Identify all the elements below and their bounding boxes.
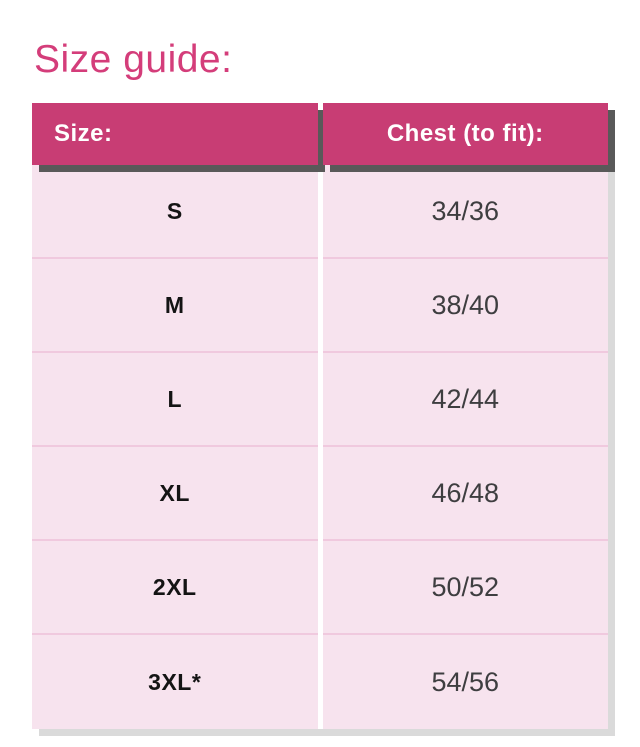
column-header-chest: Chest (to fit): [322, 103, 608, 165]
page-title: Size guide: [34, 38, 233, 82]
column-header-size: Size: [32, 103, 318, 165]
size-cell: S [32, 165, 318, 259]
size-cell: XL [32, 447, 318, 541]
chest-cell: 42/44 [322, 353, 608, 447]
size-cell: L [32, 353, 318, 447]
size-cell: M [32, 259, 318, 353]
chest-cell: 46/48 [322, 447, 608, 541]
size-cell: 2XL [32, 541, 318, 635]
chest-cell: 50/52 [322, 541, 608, 635]
table-header-row: Size: Chest (to fit): [32, 103, 608, 165]
table-body: S 34/36 M 38/40 L 42/44 XL 46/48 2XL 50/… [32, 165, 608, 729]
size-cell: 3XL* [32, 635, 318, 729]
chest-cell: 54/56 [322, 635, 608, 729]
chest-cell: 34/36 [322, 165, 608, 259]
size-guide-table: Size: Chest (to fit): S 34/36 M 38/40 L … [32, 103, 608, 729]
chest-cell: 38/40 [322, 259, 608, 353]
